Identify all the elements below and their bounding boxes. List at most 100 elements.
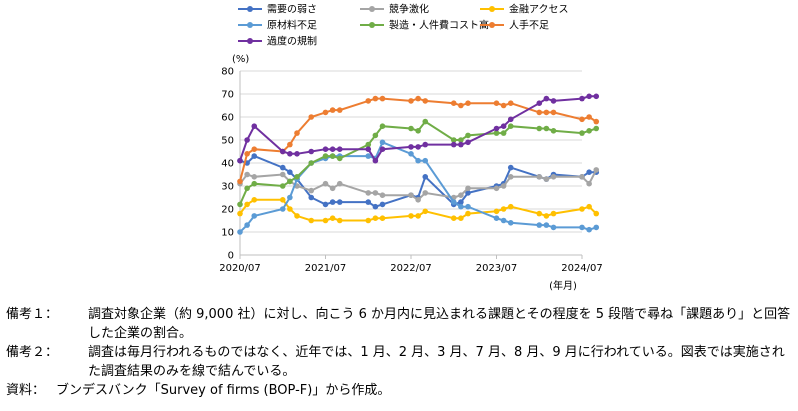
data-point [237,178,243,185]
y-tick-label: 70 [221,90,234,101]
data-point [379,146,386,152]
data-point [408,144,414,150]
data-point [279,148,286,155]
data-point [287,151,293,157]
data-point [251,153,258,159]
data-point [329,185,336,192]
y-tick-label: 60 [221,113,234,124]
legend-label: 原材料不足 [267,19,317,32]
data-point [586,128,592,134]
data-point [465,210,471,217]
data-point [287,178,293,185]
data-point [308,160,315,166]
data-point [244,201,250,208]
data-point [372,215,379,221]
x-tick-label: 2024/07 [561,263,603,274]
data-point [422,208,429,215]
x-tick-label: 2022/07 [390,263,432,274]
data-point [322,109,329,116]
data-point [287,206,293,212]
data-point [422,98,429,104]
data-point [536,109,543,116]
series-line [239,97,597,182]
data-point [493,130,500,136]
data-point [365,98,372,104]
data-point [507,116,514,123]
data-point [294,130,300,136]
data-point [329,107,336,113]
data-point [329,146,336,152]
data-point [593,210,600,217]
y-tick-label: 80 [221,67,234,78]
data-point [507,203,514,210]
legend-swatch-marker [489,6,495,12]
data-point [415,197,421,203]
data-point [365,199,372,205]
data-point [308,217,315,224]
legend-label: 製造・人件費コスト高 [389,19,489,32]
data-point [336,217,343,224]
data-point [458,215,464,221]
data-point [415,157,421,164]
data-point [408,192,414,198]
data-point [493,215,500,221]
note-1-label: 備考１： [6,307,59,322]
data-point [336,155,343,162]
data-point [372,132,379,139]
data-point [237,201,243,208]
y-tick-label: 30 [221,182,234,193]
data-point [408,151,414,157]
data-point [308,114,315,120]
data-point [422,190,429,196]
data-point [465,139,471,146]
data-point [415,144,421,150]
data-point [458,102,464,109]
data-point [329,153,336,159]
data-point [579,95,585,102]
legend-item: 過度の規制 [238,35,317,48]
data-point [287,141,293,148]
data-point [450,141,457,148]
data-point [536,210,543,217]
data-point [379,139,386,146]
legend-item: 競争激化 [360,3,429,16]
data-point [365,153,372,159]
data-point [493,125,500,132]
legend-swatch-marker [247,22,253,28]
data-point [244,222,250,228]
x-tick-label: 2023/07 [476,263,518,274]
data-point [550,210,557,217]
y-tick-label: 20 [221,205,234,216]
y-tick-label: 50 [221,136,234,147]
x-tick-label: 2020/07 [219,263,261,274]
data-point [543,213,550,219]
data-point [500,102,507,109]
data-point [458,141,464,148]
data-point [507,100,514,106]
data-point [465,203,471,210]
legend-item: 人手不足 [480,19,549,32]
data-point [279,206,286,212]
data-point [450,137,457,143]
note-2-text: 調査は毎月行われるものではなく、近年では、1 月、2 月、3 月、7 月、8 月… [88,345,785,379]
data-point [308,148,315,155]
data-point [372,95,379,102]
data-point [244,171,250,178]
data-point [379,215,386,221]
y-tick-label: 40 [221,159,234,170]
data-point [543,95,550,102]
data-point [329,199,336,205]
y-tick-label: 10 [221,228,234,239]
data-point [379,201,386,208]
data-point [458,203,464,210]
data-point [251,197,258,203]
data-point [287,169,293,175]
data-point [244,137,250,143]
data-point [372,190,379,196]
legend-label: 競争激化 [389,3,429,16]
data-point [294,151,300,157]
data-point [287,194,293,201]
data-point [507,164,514,171]
